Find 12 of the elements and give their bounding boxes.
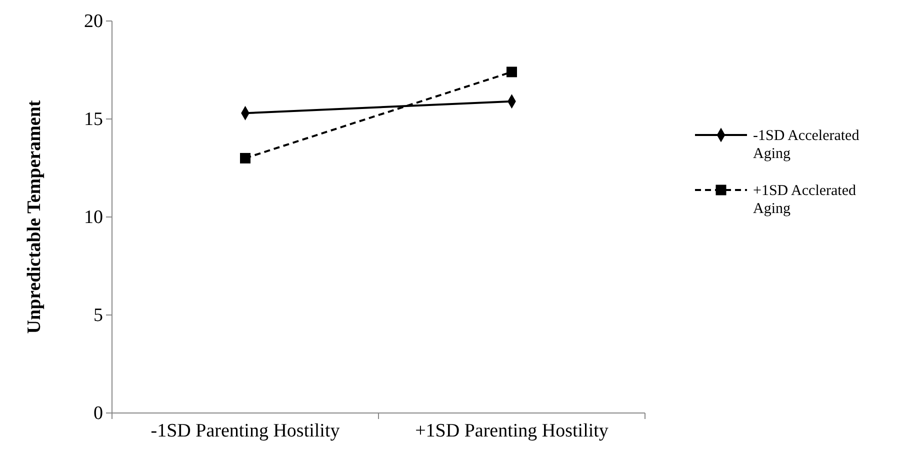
point bbox=[240, 152, 250, 164]
legend-label: -1SD Accelerated Aging bbox=[753, 128, 860, 162]
y-tick-label: 20 bbox=[84, 11, 103, 32]
x-tick-label: +1SD Parenting Hostility bbox=[415, 420, 609, 442]
y-tick-label: 0 bbox=[94, 403, 103, 424]
y-tick-label: 10 bbox=[84, 207, 103, 228]
legend-label: +1SD Acclerated Aging bbox=[753, 183, 857, 217]
y-axis-title: Unpredictable Temperament bbox=[24, 100, 45, 334]
point bbox=[506, 66, 517, 78]
y-tick-label: 5 bbox=[94, 305, 103, 326]
y-tick-label: 15 bbox=[84, 109, 103, 130]
x-tick-label: -1SD Parenting Hostility bbox=[150, 420, 340, 442]
